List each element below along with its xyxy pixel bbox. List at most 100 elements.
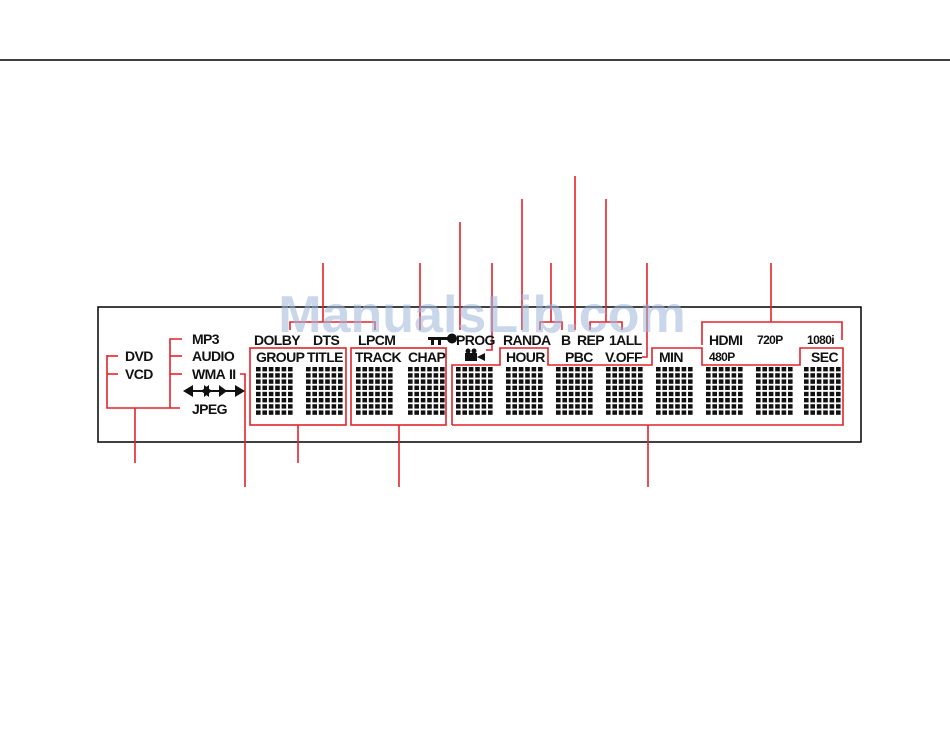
matrix-dot bbox=[816, 410, 822, 415]
matrix-dot bbox=[538, 379, 543, 384]
matrix-dot bbox=[381, 410, 387, 415]
matrix-dot bbox=[804, 404, 809, 409]
matrix-dot bbox=[256, 367, 261, 372]
matrix-dot bbox=[525, 404, 530, 409]
matrix-dot bbox=[738, 404, 743, 409]
matrix-dot bbox=[568, 410, 574, 415]
matrix-dot bbox=[829, 391, 835, 397]
matrix-dot bbox=[427, 391, 432, 397]
matrix-dot bbox=[306, 367, 311, 372]
matrix-dot bbox=[725, 404, 730, 409]
matrix-dot bbox=[468, 367, 474, 372]
matrix-dot bbox=[481, 410, 487, 415]
matrix-dot bbox=[756, 391, 761, 397]
matrix-dot bbox=[331, 391, 337, 397]
indicator-label: V.OFF bbox=[605, 349, 643, 365]
matrix-dot bbox=[618, 367, 624, 372]
matrix-dot bbox=[281, 373, 287, 378]
matrix-dot bbox=[462, 367, 467, 372]
matrix-dot bbox=[768, 410, 774, 415]
matrix-dot bbox=[562, 373, 567, 378]
matrix-dot bbox=[581, 391, 587, 397]
matrix-dot bbox=[440, 373, 445, 378]
matrix-dot bbox=[531, 379, 537, 384]
matrix-dot bbox=[440, 391, 445, 397]
matrix-dot bbox=[588, 410, 593, 415]
matrix-dot bbox=[506, 398, 511, 403]
matrix-dot bbox=[375, 398, 380, 403]
matrix-dot bbox=[562, 410, 567, 415]
matrix-dot bbox=[488, 391, 493, 397]
indicator-label: PROG bbox=[456, 332, 496, 348]
matrix-dot bbox=[725, 410, 730, 415]
matrix-dot bbox=[325, 379, 330, 384]
indicator-label: RANDA bbox=[503, 332, 551, 348]
matrix-dot bbox=[481, 373, 487, 378]
matrix-dot bbox=[362, 404, 367, 409]
matrix-dot bbox=[836, 391, 841, 397]
matrix-dot bbox=[581, 404, 587, 409]
callout bbox=[169, 338, 182, 408]
matrix-dot bbox=[356, 398, 361, 403]
matrix-dot bbox=[488, 373, 493, 378]
matrix-dot bbox=[518, 410, 524, 415]
matrix-dot bbox=[631, 373, 637, 378]
matrix-dot bbox=[288, 367, 293, 372]
matrix-dot bbox=[475, 385, 480, 390]
matrix-dot bbox=[556, 373, 561, 378]
matrix-dot bbox=[836, 385, 841, 390]
matrix-dot bbox=[512, 379, 517, 384]
callout bbox=[486, 263, 493, 351]
matrix-dot bbox=[420, 410, 426, 415]
matrix-dot bbox=[625, 379, 630, 384]
matrix-dot bbox=[381, 367, 387, 372]
matrix-dot bbox=[288, 391, 293, 397]
matrix-dot bbox=[612, 404, 617, 409]
matrix-dot bbox=[718, 379, 724, 384]
matrix-dot bbox=[440, 410, 445, 415]
matrix-dot bbox=[312, 410, 317, 415]
matrix-dot bbox=[420, 385, 426, 390]
matrix-dot bbox=[388, 404, 393, 409]
matrix-dot bbox=[468, 398, 474, 403]
matrix-dot bbox=[581, 379, 587, 384]
matrix-dot bbox=[433, 398, 439, 403]
matrix-dot bbox=[556, 385, 561, 390]
matrix-dot bbox=[518, 379, 524, 384]
matrix-dot bbox=[706, 404, 711, 409]
matrix-dot bbox=[388, 367, 393, 372]
matrix-dot bbox=[738, 385, 743, 390]
matrix-dot bbox=[756, 385, 761, 390]
matrix-dot bbox=[718, 373, 724, 378]
matrix-dot bbox=[688, 398, 693, 403]
matrix-dot bbox=[318, 410, 324, 415]
matrix-dot bbox=[656, 385, 661, 390]
matrix-dot bbox=[325, 391, 330, 397]
matrix-dot bbox=[256, 410, 261, 415]
matrix-dot bbox=[588, 391, 593, 397]
matrix-dot bbox=[433, 391, 439, 397]
matrix-dot bbox=[712, 391, 717, 397]
matrix-dot bbox=[256, 404, 261, 409]
matrix-dot bbox=[420, 391, 426, 397]
matrix-dot bbox=[433, 404, 439, 409]
matrix-dot bbox=[331, 373, 337, 378]
matrix-dot bbox=[512, 367, 517, 372]
matrix-dot bbox=[414, 367, 419, 372]
matrix-dot bbox=[606, 391, 611, 397]
matrix-dot bbox=[775, 410, 780, 415]
matrix-dot bbox=[414, 410, 419, 415]
indicator-label: DVD bbox=[125, 348, 153, 364]
matrix-dot bbox=[275, 404, 280, 409]
matrix-dot bbox=[388, 398, 393, 403]
arrow-icon bbox=[235, 385, 245, 397]
matrix-dot bbox=[756, 367, 761, 372]
matrix-dot bbox=[256, 385, 261, 390]
matrix-dot bbox=[488, 398, 493, 403]
matrix-dot bbox=[706, 367, 711, 372]
matrix-dot bbox=[804, 379, 809, 384]
matrix-dot bbox=[638, 404, 643, 409]
matrix-dot bbox=[427, 385, 432, 390]
matrix-dot bbox=[768, 385, 774, 390]
matrix-dot bbox=[481, 379, 487, 384]
